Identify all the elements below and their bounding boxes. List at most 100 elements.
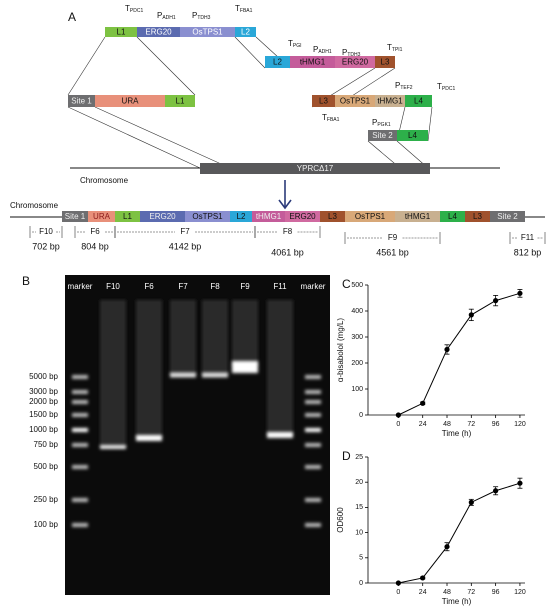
panel-label: A xyxy=(68,10,76,24)
locus-label: YPRCΔ17 xyxy=(297,164,334,173)
gene-part-label: OsTPS1 xyxy=(355,212,386,221)
gene-part-label: tHMG1 xyxy=(256,212,282,221)
gene-part xyxy=(252,211,285,222)
genetic-element: TTPI1 xyxy=(387,43,403,53)
y-axis-label: OD600 xyxy=(336,507,345,533)
data-point xyxy=(444,346,450,353)
sample-band xyxy=(100,445,126,449)
gene-part xyxy=(235,27,256,37)
gene-part-label: L3 xyxy=(473,212,482,221)
gene-part xyxy=(115,211,140,222)
ladder-band xyxy=(305,523,321,527)
gene-part xyxy=(285,211,320,222)
gene-part xyxy=(95,95,165,107)
panel-label: B xyxy=(22,274,30,288)
gene-part-label: L3 xyxy=(381,58,390,67)
sample-band xyxy=(136,435,162,441)
element-subscript: ADH1 xyxy=(162,15,176,21)
gene-part xyxy=(230,211,252,222)
element-subscript: ADH1 xyxy=(318,49,332,55)
lane-smear xyxy=(136,300,162,438)
x-tick-label: 72 xyxy=(467,421,475,428)
gene-part xyxy=(465,211,490,222)
x-tick-label: 48 xyxy=(443,589,451,596)
gene-part-label: ERG20 xyxy=(145,28,172,37)
fragment-size: 804 bp xyxy=(81,241,109,251)
element-subscript: FBA1 xyxy=(327,117,340,123)
gene-part xyxy=(405,95,432,107)
locus-box xyxy=(200,163,430,174)
x-axis-label: Time (h) xyxy=(442,597,472,606)
ladder-label: 100 bp xyxy=(34,520,59,529)
element-subscript: FBA1 xyxy=(240,8,253,14)
y-tick-label: 300 xyxy=(351,334,363,341)
gene-part-label: ERG20 xyxy=(289,212,316,221)
element-subscript: TPI1 xyxy=(392,47,403,53)
gene-part-label: tHMG1 xyxy=(377,97,403,106)
ladder-band xyxy=(305,498,321,502)
genetic-element: TFBA1 xyxy=(235,4,253,14)
fragment-size: 4142 bp xyxy=(169,241,202,251)
element-subscript: PDC1 xyxy=(442,86,456,92)
data-point xyxy=(468,312,474,318)
genetic-element: PADH1 xyxy=(313,45,332,55)
x-tick-label: 72 xyxy=(467,589,475,596)
panel-label: C xyxy=(342,277,351,291)
ladder-band xyxy=(305,400,321,404)
y-tick-label: 0 xyxy=(359,412,363,419)
y-tick-label: 0 xyxy=(359,580,363,587)
element-letter: T xyxy=(288,39,293,48)
sample-band xyxy=(232,361,258,373)
element-letter: P xyxy=(395,81,400,90)
gene-part-label: L1 xyxy=(176,97,185,106)
fragment-name: F10 xyxy=(39,227,53,236)
genetic-element: TPDC1 xyxy=(125,4,143,14)
ladder-label: 250 bp xyxy=(34,495,59,504)
gene-part-label: L2 xyxy=(241,28,250,37)
data-line xyxy=(398,482,521,584)
fragment-name: F7 xyxy=(180,227,190,236)
gene-part xyxy=(375,56,395,68)
element-letter: T xyxy=(387,43,392,52)
data-point xyxy=(493,298,499,304)
gene-part xyxy=(312,95,335,107)
panel-label: D xyxy=(342,449,351,463)
fragment-name: F11 xyxy=(521,233,535,242)
gene-part xyxy=(375,95,405,107)
data-line xyxy=(398,292,521,416)
data-point xyxy=(444,544,450,550)
gene-part-label: OsTPS1 xyxy=(340,97,371,106)
element-letter: P xyxy=(342,48,347,57)
ladder-band xyxy=(305,375,321,379)
gene-part xyxy=(440,211,465,222)
lane-label: F8 xyxy=(210,282,220,291)
genetic-element: TPGI xyxy=(288,39,302,49)
x-tick-label: 0 xyxy=(396,421,400,428)
y-tick-label: 200 xyxy=(351,360,363,367)
ladder-label: 750 bp xyxy=(34,440,59,449)
element-letter: T xyxy=(235,4,240,13)
fragment-name: F6 xyxy=(90,227,100,236)
lane-smear xyxy=(100,300,126,447)
lane-label: F9 xyxy=(240,282,250,291)
y-tick-label: 20 xyxy=(355,479,363,486)
gene-part xyxy=(397,130,428,141)
gene-part xyxy=(68,95,95,107)
gene-part-label: tHMG1 xyxy=(405,212,431,221)
element-subscript: TDH3 xyxy=(197,15,210,21)
genetic-element: PADH1 xyxy=(157,11,176,21)
genetic-element: PTDH3 xyxy=(192,11,211,21)
data-point xyxy=(420,575,426,581)
gene-part xyxy=(345,211,395,222)
x-tick-label: 48 xyxy=(443,421,451,428)
gene-part xyxy=(335,95,375,107)
chromosome-label: Chromosome xyxy=(80,176,129,185)
gene-part xyxy=(368,130,397,141)
gene-part xyxy=(180,27,235,37)
gene-part xyxy=(137,27,180,37)
ladder-band xyxy=(72,498,88,502)
gene-part xyxy=(320,211,345,222)
gene-part-label: L4 xyxy=(408,131,417,140)
